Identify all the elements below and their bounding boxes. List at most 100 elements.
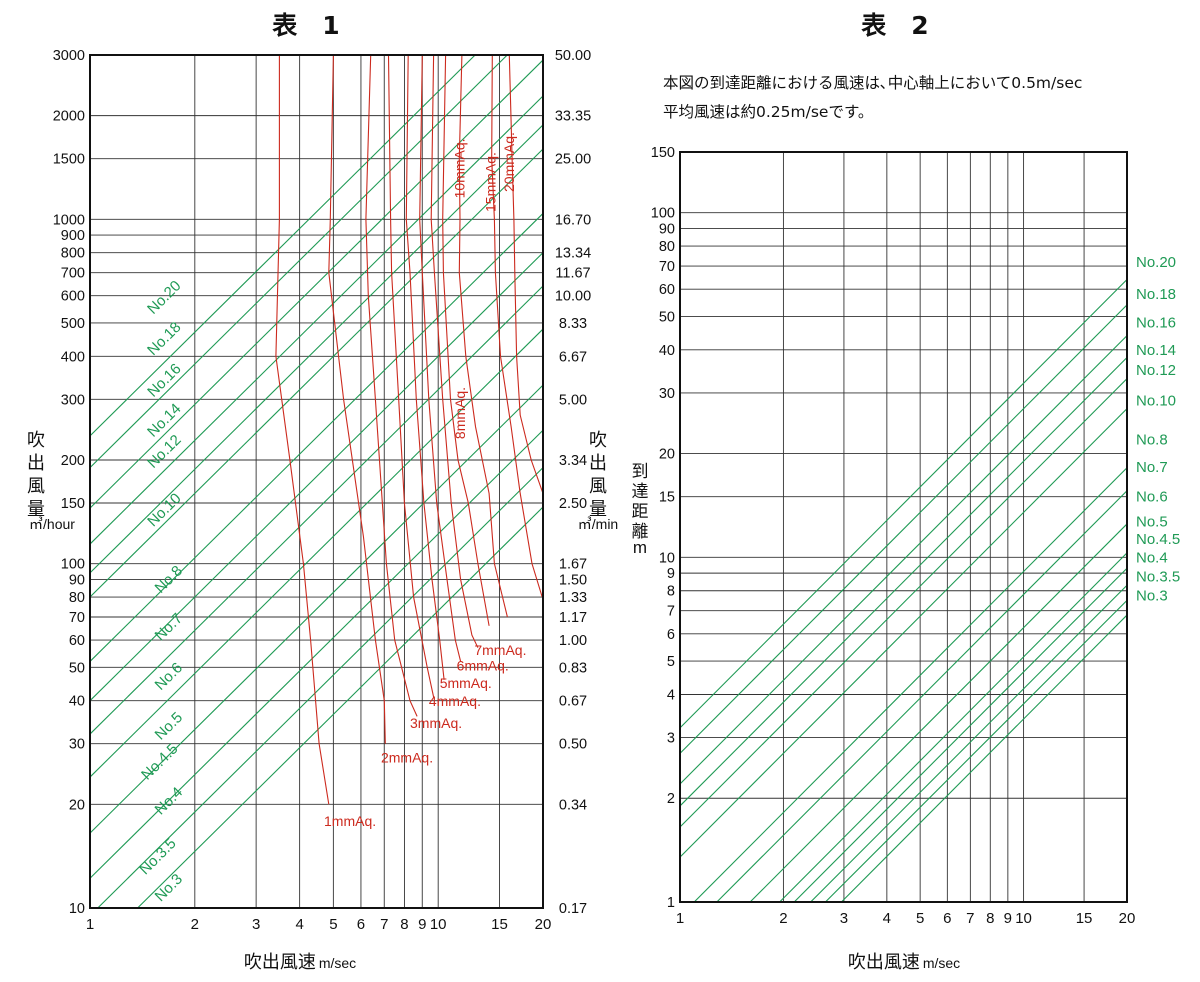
chart1-y2-tick-label: 5.00: [559, 392, 587, 408]
chart1-nozzle-line: [89, 384, 544, 834]
chart1-nozzle-label: No.18: [144, 319, 184, 359]
chart1-pressure-curve: [405, 54, 445, 680]
chart1-nozzle-line: [89, 328, 544, 778]
chart2-legend-label: No.8: [1136, 431, 1168, 448]
chart1-y2-tick-label: 6.67: [559, 349, 587, 365]
chart1-nozzle-label: No.20: [144, 277, 184, 317]
chart2-legend-label: No.5: [1136, 514, 1168, 531]
chart1-y-tick-label: 500: [61, 316, 85, 332]
chart1-y-axis-label-char: 吹: [27, 430, 45, 451]
chart1-nozzle-line: [89, 148, 544, 598]
chart2: 表 21 2 3 4 5 6 7 8 9 10 15 201234567891015203040506…: [632, 11, 1181, 973]
chart2-legend-label: No.20: [1136, 254, 1176, 271]
chart1-pressure-label: 8mmAq.: [452, 387, 468, 439]
chart1-y-tick-label: 20: [69, 797, 85, 813]
chart2-y-axis-label-char: 距: [632, 502, 649, 522]
chart2-legend-label: No.3.5: [1136, 568, 1180, 585]
chart1-y2-axis-label-char: 出: [589, 453, 607, 474]
chart1-y-tick-label: 150: [61, 496, 85, 512]
chart2-series-line: [679, 304, 1128, 754]
chart2-y-axis-label: 到達距離: [632, 462, 649, 542]
chart2-legend-label: No.16: [1136, 315, 1176, 332]
chart2-x-tick-label: 6: [943, 910, 951, 927]
chart1-nozzle-lines: [89, 54, 544, 909]
chart1-nozzle-line: [97, 467, 544, 909]
chart1-y2-axis-unit: ㎥/min: [578, 516, 618, 532]
chart2-series-line: [716, 490, 1128, 903]
chart1-y-tick-label: 100: [61, 557, 85, 573]
chart2-series-line: [810, 584, 1128, 903]
chart2-series-line: [779, 552, 1128, 903]
chart1-y2-tick-label: 0.50: [559, 737, 587, 753]
chart2-y-tick-label: 7: [667, 604, 675, 620]
chart1-nozzle-line: [89, 54, 476, 437]
chart2-y-tick-label: 10: [659, 550, 675, 566]
chart1-y2-axis-label-char: 量: [589, 499, 607, 520]
chart2-series-line: [793, 567, 1128, 903]
chart1-pressure-label: 6mmAq.: [457, 657, 509, 673]
chart2-y-tick-label: 9: [667, 566, 675, 582]
chart1-x-tick-label: 10: [430, 916, 447, 933]
chart1-y-tick-label: 1000: [53, 212, 85, 228]
chart1-y-axis-label-char: 出: [27, 453, 45, 474]
chart2-series-lines: [679, 279, 1128, 903]
chart1-y-tick-label: 2000: [53, 109, 85, 125]
chart1-pressure-curves: [275, 54, 544, 805]
chart1-plot-frame: [89, 54, 544, 909]
chart2-y-tick-label: 6: [667, 627, 675, 643]
chart1-y2-tick-label: 1.50: [559, 572, 587, 588]
chart2-series-line: [825, 600, 1128, 903]
chart1-nozzle-label: No.12: [144, 431, 184, 471]
chart2-series-line: [679, 378, 1128, 828]
chart2-x-tick-label: 1: [676, 910, 684, 927]
chart2-legend-label: No.4.5: [1136, 531, 1180, 548]
chart2-legend-label: No.4: [1136, 549, 1168, 566]
chart1-pressure-label: 2mmAq.: [381, 749, 433, 765]
chart1-nozzle-label: No.4.5: [138, 740, 181, 783]
chart2-y-tick-label: 80: [659, 239, 675, 255]
chart2-title: 表 2: [861, 11, 928, 40]
chart1-y2-tick-label: 1.17: [559, 610, 587, 626]
chart1-y-tick-label: 1500: [53, 152, 85, 168]
chart1-y2-tick-label: 1.67: [559, 557, 587, 573]
chart1-y-tick-label: 60: [69, 633, 85, 649]
chart1-pressure-curve: [508, 54, 544, 494]
chart1-nozzle-label: No.3: [152, 871, 186, 905]
chart1-pressure-label: 20mmAq.: [501, 132, 517, 192]
chart2-y-tick-label: 1: [667, 895, 675, 911]
chart1-y-tick-label: 40: [69, 694, 85, 710]
chart2-legend-label: No.14: [1136, 342, 1176, 359]
chart2-y-tick-label: 20: [659, 447, 675, 463]
chart1-x-tick-label: 6: [357, 916, 365, 933]
chart1-x-tick-label: 15: [491, 916, 508, 933]
chart2-y-tick-label: 5: [667, 654, 675, 670]
chart1-y-tick-label: 600: [61, 289, 85, 305]
chart2-legend-label: No.7: [1136, 459, 1168, 476]
chart2-x-tick-label: 15: [1076, 910, 1093, 927]
chart1-pressure-curve: [275, 55, 330, 805]
chart2-x-tick-label: 4: [883, 910, 891, 927]
chart1-y2-tick-label: 11.67: [555, 266, 590, 282]
chart2-note-line2: 平均風速は約0.25m/seです。: [663, 103, 874, 121]
chart2-x-axis-label: 吹出風速 m/sec: [848, 952, 960, 973]
chart1-y2-tick-label: 8.33: [559, 316, 587, 332]
chart1-y-tick-label: 50: [69, 660, 85, 676]
chart2-series-line: [679, 357, 1128, 807]
chart1-pressure-label: 1mmAq.: [324, 813, 376, 829]
chart1-y-tick-label: 400: [61, 349, 85, 365]
chart1-x-tick-label: 1: [86, 916, 94, 933]
chart1-nozzle-line: [89, 213, 544, 662]
chart1: 表 11 2 3 4 5 6 7 8 9 10 15 201020304050607080901001…: [27, 11, 618, 973]
chart1-y-axis-unit: ㎥/hour: [29, 516, 75, 532]
chart1-pressure-label: 3mmAq.: [410, 715, 462, 731]
chart1-pressure-curve: [442, 54, 490, 626]
chart2-y-axis-label-char: 達: [632, 482, 649, 502]
chart2-y-tick-label: 100: [651, 206, 675, 222]
chart2-x-tick-label: 20: [1119, 910, 1136, 927]
chart2-x-tick-label: 10: [1015, 910, 1032, 927]
chart2-y-tick-label: 3: [667, 731, 675, 747]
chart2-x-tick-label: 9: [1004, 910, 1012, 927]
chart1-y-axis-label-char: 量: [27, 499, 45, 520]
